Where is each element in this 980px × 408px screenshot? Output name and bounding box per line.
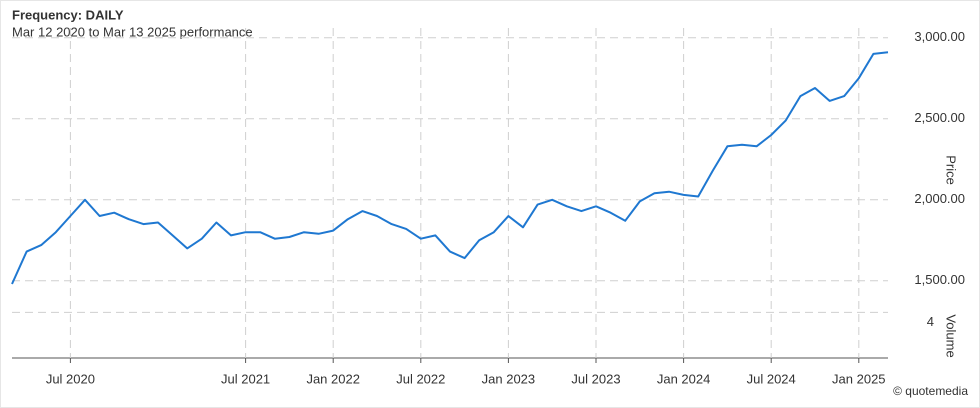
x-tick-label: Jul 2023 [571, 371, 620, 386]
x-tick-label: Jan 2024 [657, 371, 711, 386]
price-line [11, 51, 889, 285]
chart-subtitle: Mar 12 2020 to Mar 13 2025 performance [12, 24, 253, 39]
volume-axis-label: Volume [944, 314, 959, 357]
credit: © quotemedia [893, 384, 968, 398]
chart-title: Frequency: DAILY [12, 7, 124, 22]
y-tick-label: 2,000.00 [914, 191, 965, 206]
x-tick-label: Jul 2021 [221, 371, 270, 386]
y-tick-label: 1,500.00 [914, 272, 965, 287]
y-axis-label: Price [944, 155, 959, 185]
x-tick-label: Jan 2022 [306, 371, 360, 386]
y-tick-label: 3,000.00 [914, 29, 965, 44]
x-tick-label: Jul 2024 [747, 371, 796, 386]
volume-tick-label: 4 [927, 314, 934, 329]
x-tick-label: Jul 2022 [396, 371, 445, 386]
x-tick-label: Jul 2020 [46, 371, 95, 386]
x-tick-label: Jan 2025 [832, 371, 886, 386]
x-tick-label: Jan 2023 [482, 371, 536, 386]
y-tick-label: 2,500.00 [914, 110, 965, 125]
